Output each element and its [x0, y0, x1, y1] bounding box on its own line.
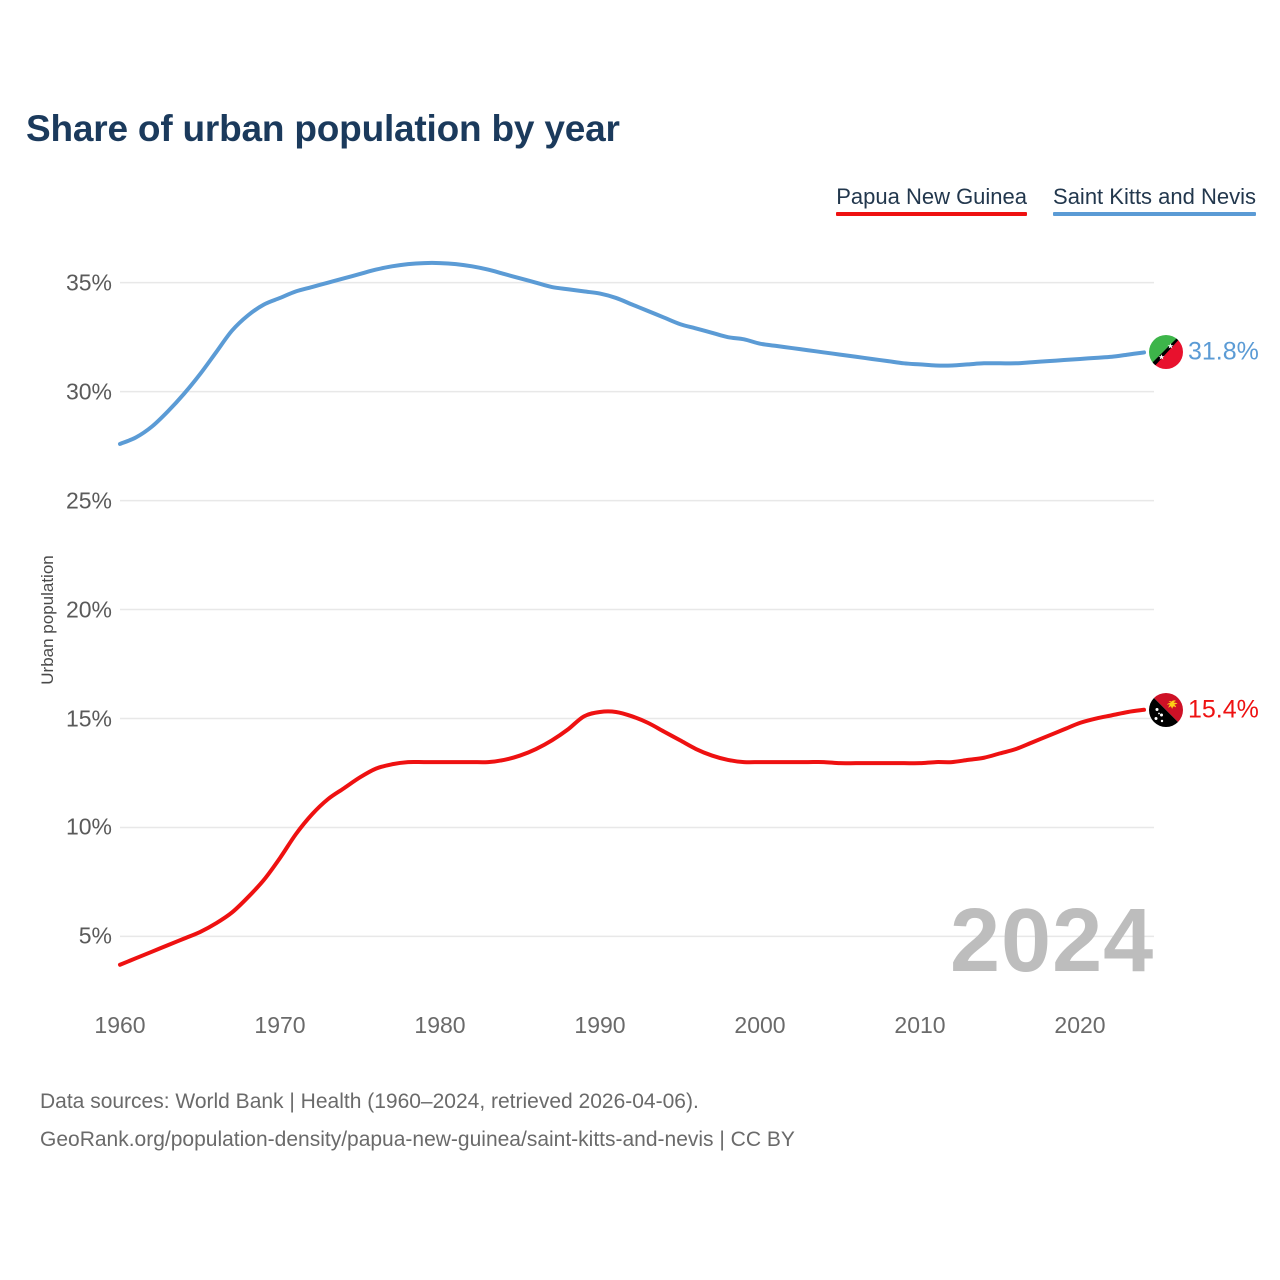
legend-item-papua-new-guinea[interactable]: Papua New Guinea	[836, 184, 1028, 217]
y-axis-tick-label: 5%	[78, 922, 112, 949]
y-axis-tick-label: 20%	[65, 596, 112, 623]
y-axis-tick-label: 25%	[65, 487, 112, 514]
footer-attribution: GeoRank.org/population-density/papua-new…	[40, 1128, 795, 1151]
series-line	[118, 707, 1146, 967]
flag-saint-kitts-and-nevis-icon	[1149, 335, 1183, 370]
legend-label-saint-kitts-and-nevis: Saint Kitts and Nevis	[1053, 184, 1256, 209]
x-axis-tick-label: 2000	[734, 1012, 786, 1038]
year-watermark: 2024	[950, 891, 1155, 991]
flag-papua-new-guinea-icon	[1149, 692, 1183, 727]
footer-data-sources: Data sources: World Bank | Health (1960–…	[40, 1090, 699, 1113]
series-line	[118, 260, 1146, 446]
chart-legend: Papua New Guinea Saint Kitts and Nevis	[836, 184, 1256, 217]
legend-color-rule-saint-kitts-and-nevis	[1053, 212, 1256, 217]
x-axis-tick-label: 1970	[254, 1012, 306, 1038]
series-lines	[118, 260, 1146, 967]
y-axis-tick-label: 15%	[65, 705, 112, 731]
x-axis-tick-label: 1960	[94, 1012, 146, 1038]
y-axis-tick-label: 30%	[65, 378, 112, 405]
end-value-papua-new-guinea: 15.4%	[1188, 695, 1259, 724]
legend-color-rule-papua-new-guinea	[836, 212, 1028, 217]
end-value-saint-kitts-and-nevis: 31.8%	[1188, 337, 1259, 366]
page-title: Share of urban population by year	[26, 108, 620, 149]
gridlines	[120, 281, 1154, 938]
x-axis-tick-label: 2020	[1054, 1012, 1106, 1038]
y-axis-ticks: 5% 10% 15% 20% 25% 30% 35%	[0, 0, 112, 1280]
y-axis-tick-label: 10%	[65, 813, 112, 840]
x-axis-tick-label: 1990	[574, 1012, 626, 1038]
x-axis-tick-label: 2010	[894, 1012, 946, 1038]
legend-item-saint-kitts-and-nevis[interactable]: Saint Kitts and Nevis	[1053, 184, 1256, 217]
x-axis-tick-label: 1980	[414, 1012, 466, 1038]
y-axis-tick-label: 35%	[65, 269, 112, 296]
legend-label-papua-new-guinea: Papua New Guinea	[836, 184, 1028, 209]
